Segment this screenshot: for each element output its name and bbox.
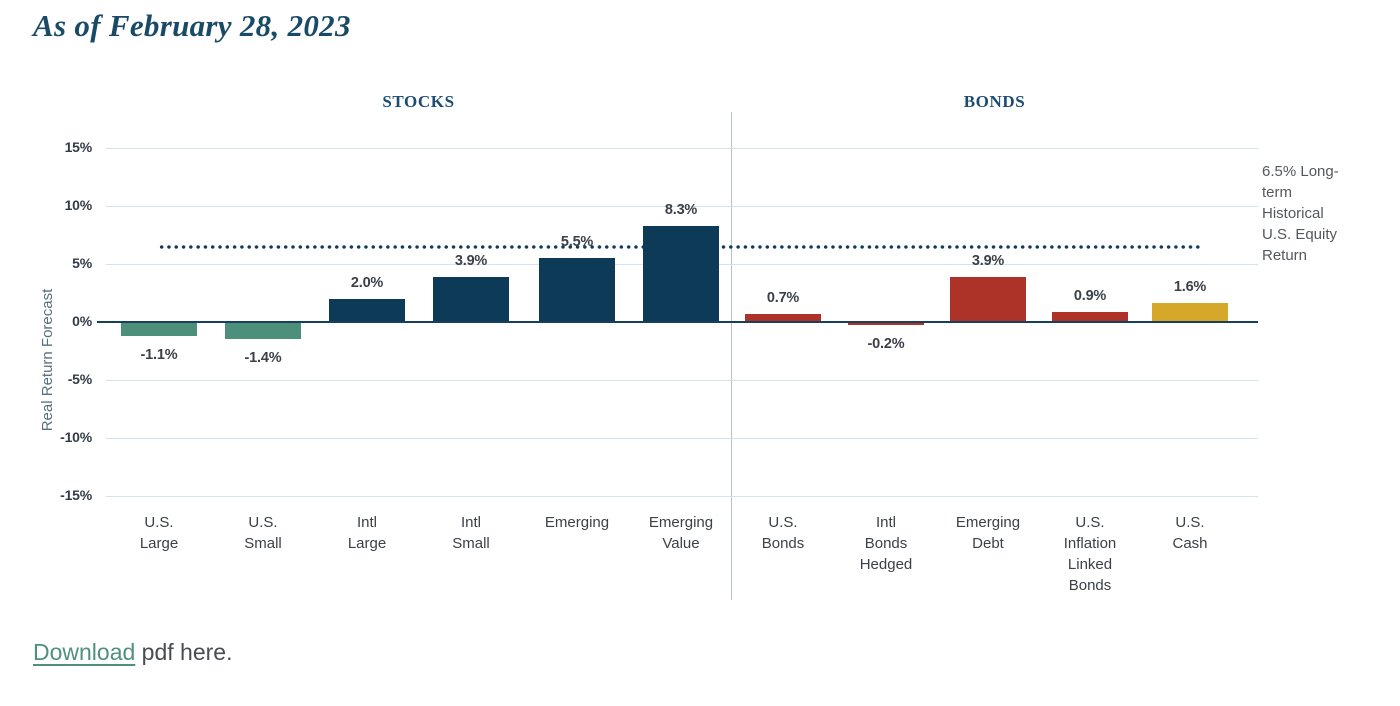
gridline (106, 496, 1258, 497)
download-link[interactable]: Download (33, 639, 136, 665)
gridline (106, 380, 1258, 381)
bar-value-label: 0.9% (1073, 287, 1107, 304)
footer-text: Download pdf here. (33, 639, 232, 666)
x-axis-label: Intl Small (452, 514, 490, 552)
bar-value-label: 5.5% (560, 234, 594, 251)
reference-line-annotation: 6.5% Long- term Historical U.S. Equity R… (1262, 163, 1339, 264)
bar (848, 323, 924, 326)
bar-value-label: 0.7% (766, 289, 800, 306)
x-axis-label: Emerging Value (648, 514, 714, 552)
x-axis-label: U.S. Inflation Linked Bonds (1063, 514, 1117, 594)
x-axis-label: U.S. Large (139, 514, 179, 552)
bar-value-label: 8.3% (664, 201, 698, 218)
x-axis-label: U.S. Small (244, 514, 282, 552)
bar (643, 225, 719, 322)
page-title: As of February 28, 2023 (33, 8, 351, 43)
section-label-bonds: BONDS (963, 92, 1026, 111)
bar (745, 313, 821, 322)
zero-axis-line (97, 321, 1258, 323)
bar-value-label: -0.2% (867, 336, 905, 353)
bar-value-label: -1.4% (244, 350, 282, 367)
bar-value-label: 3.9% (454, 252, 488, 269)
x-axis-label: U.S. Cash (1172, 514, 1208, 552)
gridline (106, 438, 1258, 439)
bar-value-label: 1.6% (1173, 279, 1207, 296)
section-label-stocks: STOCKS (382, 92, 455, 111)
bar (329, 298, 405, 322)
y-tick-label: -5% (67, 371, 92, 387)
x-axis-label: Emerging (544, 514, 610, 531)
x-axis-label: Emerging Debt (955, 514, 1021, 552)
gridline (106, 148, 1258, 149)
x-axis-label: Intl Large (347, 514, 387, 552)
y-tick-label: 0% (72, 313, 92, 329)
y-tick-label: -15% (60, 487, 92, 503)
bar (1052, 311, 1128, 322)
x-axis-label: U.S. Bonds (761, 514, 805, 552)
y-tick-label: -10% (60, 429, 92, 445)
bar (121, 323, 197, 336)
y-tick-label: 15% (64, 139, 93, 155)
bar (950, 276, 1026, 322)
y-tick-label: 5% (72, 255, 92, 271)
gridline (106, 206, 1258, 207)
bar-value-label: -1.1% (140, 346, 178, 363)
x-axis-label: Intl Bonds Hedged (859, 514, 913, 573)
bar (1152, 303, 1228, 322)
bar (225, 323, 301, 340)
footer-rest-text: pdf here. (135, 639, 233, 665)
bar-value-label: 3.9% (971, 252, 1005, 269)
bar (433, 276, 509, 322)
bar-value-label: 2.0% (350, 274, 384, 291)
y-tick-label: 10% (64, 197, 93, 213)
bar (539, 258, 615, 322)
section-divider (731, 112, 732, 600)
